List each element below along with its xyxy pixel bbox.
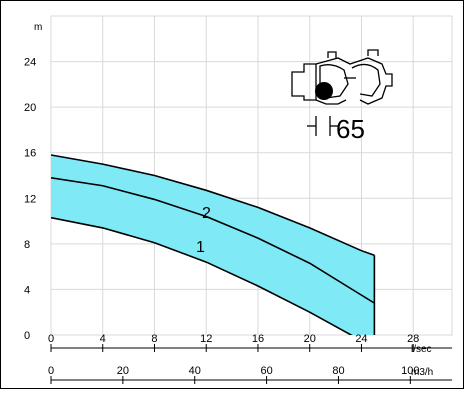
y-tick-label: 24 <box>24 57 36 69</box>
x-tick-label-primary: 8 <box>151 333 157 345</box>
y-tick-label: 12 <box>24 193 36 205</box>
x-tick-label-primary: 12 <box>200 333 212 345</box>
x-tick-label-secondary: 80 <box>332 365 344 377</box>
x-tick-label-secondary: 40 <box>189 365 201 377</box>
x-tick-label-secondary: 100 <box>401 365 419 377</box>
curve-line-upper <box>51 154 375 257</box>
curve-label-1: 1 <box>196 239 205 256</box>
x-unit-label-primary: l/sec <box>411 344 432 355</box>
dimension-marker <box>307 116 338 136</box>
x-unit-label-secondary: m3/h <box>411 367 433 378</box>
x-tick-label-primary: 0 <box>48 333 54 345</box>
band-upper <box>51 154 375 304</box>
y-tick-label: 8 <box>24 239 30 251</box>
curve-line-1 <box>51 216 353 335</box>
y-tick-label: 0 <box>24 330 30 342</box>
x-tick-label-primary: 24 <box>355 333 367 345</box>
curve-label-2: 2 <box>202 205 211 222</box>
x-tick-label-secondary: 60 <box>260 365 272 377</box>
y-tick-label: 4 <box>24 284 30 296</box>
band-group <box>51 154 376 335</box>
curve-lines <box>51 154 375 335</box>
y-unit-label: m <box>34 22 42 33</box>
size-annotation: 65 <box>336 114 365 144</box>
curve-line-2 <box>51 176 375 304</box>
line-group <box>51 154 375 335</box>
curve-bands <box>51 154 376 335</box>
x-tick-label-secondary: 0 <box>48 365 54 377</box>
x-tick-label-primary: 28 <box>407 333 419 345</box>
y-tick-label: 20 <box>24 102 36 114</box>
x-tick-label-primary: 16 <box>252 333 264 345</box>
y-tick-labels: 0 4 8 12 16 20 24 <box>24 57 36 342</box>
x-tick-label-primary: 20 <box>304 333 316 345</box>
x-axes: 0 4 8 12 16 20 24 28 0 20 40 60 80 100 <box>48 333 452 384</box>
x-tick-label-secondary: 20 <box>117 365 129 377</box>
x-tick-label-primary: 4 <box>100 333 106 345</box>
y-tick-label: 16 <box>24 148 36 160</box>
pump-cross-section-icon <box>291 49 393 105</box>
band-lower <box>51 177 375 335</box>
